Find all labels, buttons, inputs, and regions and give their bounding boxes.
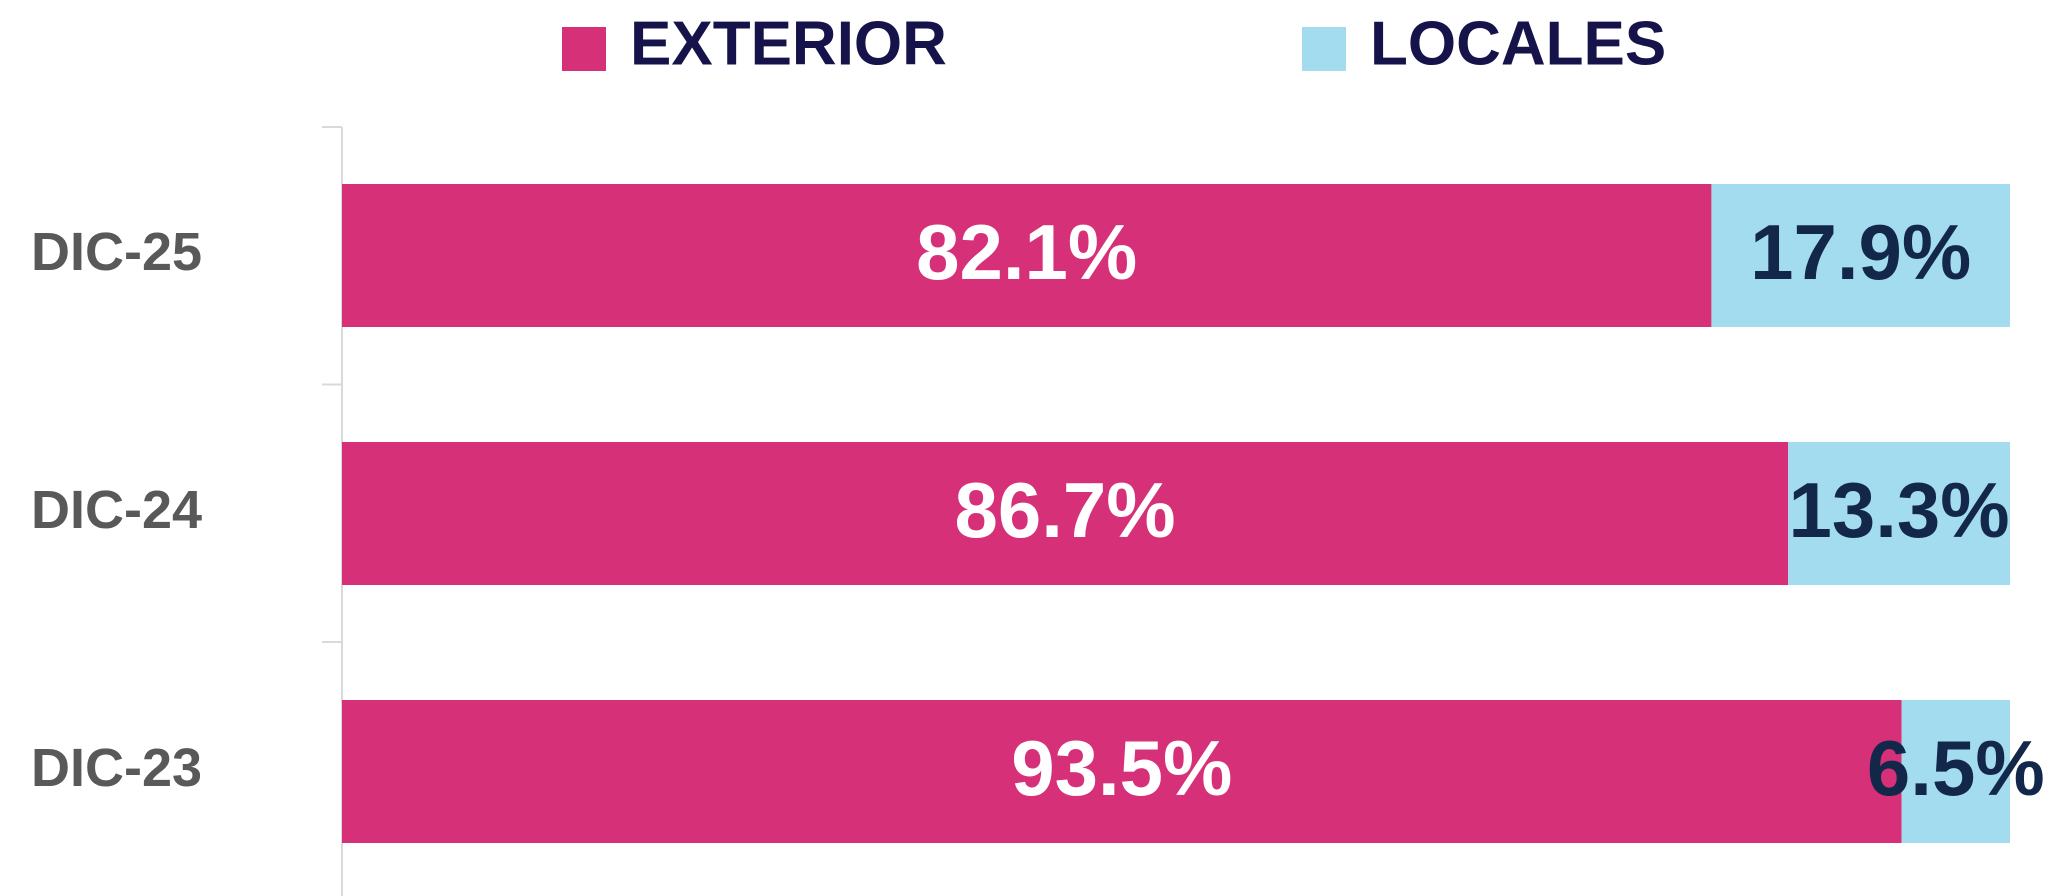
bar-segment bbox=[1901, 700, 2010, 843]
bar-segment bbox=[342, 700, 1902, 843]
category-label: DIC-25 bbox=[31, 222, 202, 282]
value-label: 93.5% bbox=[1011, 724, 1232, 812]
category-label: DIC-23 bbox=[31, 738, 202, 798]
bar-segment bbox=[1788, 442, 2010, 585]
value-label: 17.9% bbox=[1750, 208, 1971, 296]
value-label: 82.1% bbox=[916, 208, 1137, 296]
bar-segment bbox=[342, 442, 1789, 585]
legend-label: LOCALES bbox=[1370, 9, 1666, 78]
value-label: 86.7% bbox=[954, 466, 1175, 554]
value-label: 13.3% bbox=[1788, 466, 2009, 554]
legend-swatch bbox=[562, 27, 606, 71]
legend-label: EXTERIOR bbox=[630, 9, 947, 78]
bar-segment bbox=[342, 184, 1712, 327]
legend-swatch bbox=[1302, 27, 1346, 71]
bar-segment bbox=[1711, 184, 2010, 327]
value-label: 6.5% bbox=[1867, 724, 2045, 812]
category-label: DIC-24 bbox=[31, 480, 202, 540]
